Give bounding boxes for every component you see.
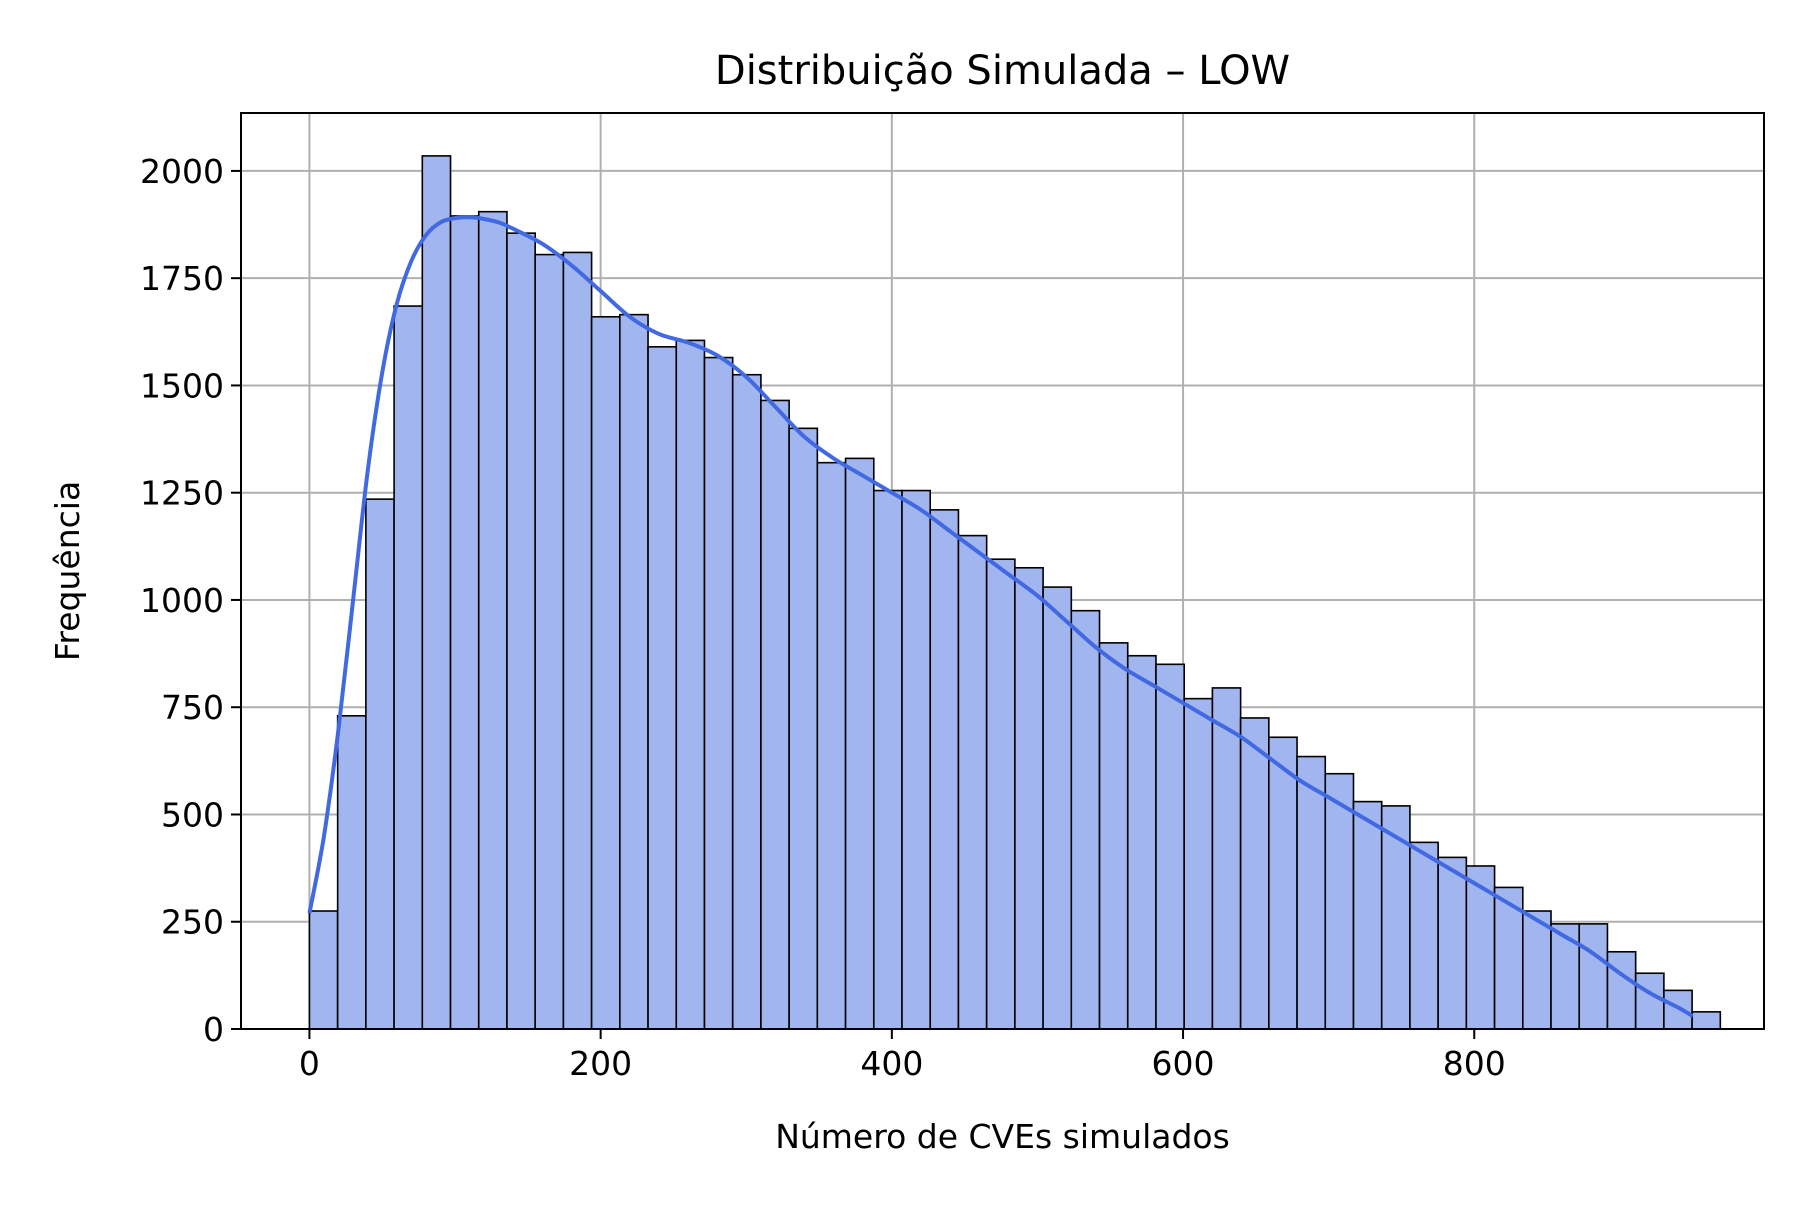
histogram-bar xyxy=(1521,910,1552,1030)
y-tick-label: 500 xyxy=(161,795,224,834)
histogram-bar xyxy=(929,509,960,1030)
y-tick-label: 0 xyxy=(203,1010,224,1049)
histogram-bar xyxy=(393,305,424,1030)
y-tick-label: 1000 xyxy=(140,581,224,620)
histogram-bar xyxy=(816,461,847,1030)
histogram-bar xyxy=(1211,687,1242,1030)
histogram-bar xyxy=(1352,800,1383,1030)
histogram-bar xyxy=(872,489,903,1030)
y-tick-label: 1250 xyxy=(140,474,224,513)
y-tick-label: 750 xyxy=(161,688,224,727)
histogram-bar xyxy=(1126,654,1157,1030)
histogram-bar xyxy=(1268,736,1298,1030)
histogram-bar xyxy=(506,232,536,1030)
x-axis-label: Número de CVEs simulados xyxy=(775,1117,1230,1156)
y-tick-label: 2000 xyxy=(140,152,224,191)
ticks-layer: 0 200 400 600 800 0 250 500 750 1000 1250 1500 1750 2… xyxy=(140,152,1506,1083)
histogram-bar xyxy=(421,155,452,1030)
histogram-bar xyxy=(901,489,932,1030)
histogram-bar xyxy=(647,346,678,1030)
y-axis-label: Frequência xyxy=(48,481,87,661)
histogram-bar xyxy=(1098,642,1129,1030)
histogram-bar xyxy=(1042,586,1073,1030)
histogram-bar xyxy=(1634,972,1665,1030)
histogram-bar xyxy=(336,715,367,1030)
histogram-bar xyxy=(957,534,988,1030)
histogram-bar xyxy=(731,373,762,1030)
histogram-bar xyxy=(562,251,593,1030)
x-tick-label: 600 xyxy=(1152,1044,1215,1083)
histogram-bar xyxy=(788,427,819,1030)
histogram-bar xyxy=(1578,923,1609,1030)
histogram-bar xyxy=(308,910,339,1030)
histogram-bar xyxy=(534,253,565,1030)
histogram-bar xyxy=(1155,663,1185,1030)
kde-layer xyxy=(307,215,1694,1018)
histogram-bar xyxy=(1070,609,1101,1030)
y-tick-label: 1750 xyxy=(140,259,224,298)
x-tick-label: 800 xyxy=(1443,1044,1506,1083)
histogram-bar xyxy=(619,313,649,1030)
y-tick-label: 1500 xyxy=(140,366,224,405)
histogram-bar xyxy=(1296,755,1327,1030)
histogram-bar xyxy=(1014,566,1044,1030)
histogram-bar xyxy=(1437,856,1468,1030)
histogram-bar xyxy=(1606,950,1637,1030)
histogram-bar xyxy=(760,399,790,1030)
histogram-bar xyxy=(449,215,480,1030)
histogram-bar xyxy=(1691,1011,1722,1030)
histogram-bar xyxy=(1550,923,1581,1030)
x-tick-label: 400 xyxy=(860,1044,923,1083)
histogram-bar xyxy=(985,558,1016,1030)
histogram-bar xyxy=(844,457,875,1030)
histogram-bar xyxy=(1380,805,1411,1030)
histogram-bar xyxy=(365,498,395,1030)
histogram-bar xyxy=(1183,697,1214,1030)
histogram-bar xyxy=(1239,717,1270,1030)
histogram-bar xyxy=(590,315,621,1030)
histogram-bar xyxy=(1324,772,1355,1030)
kde-curve xyxy=(307,215,1694,1018)
plot-frame xyxy=(240,112,1765,1030)
histogram-bar xyxy=(703,356,734,1030)
x-tick-label: 200 xyxy=(569,1044,632,1083)
histogram-bar xyxy=(675,339,706,1030)
chart-title: Distribuição Simulada – LOW xyxy=(715,48,1290,94)
y-tick-label: 250 xyxy=(161,903,224,942)
x-tick-label: 0 xyxy=(299,1044,320,1083)
bars-layer xyxy=(308,155,1722,1030)
histogram-bar xyxy=(477,210,508,1030)
histogram-bar xyxy=(1409,841,1439,1030)
